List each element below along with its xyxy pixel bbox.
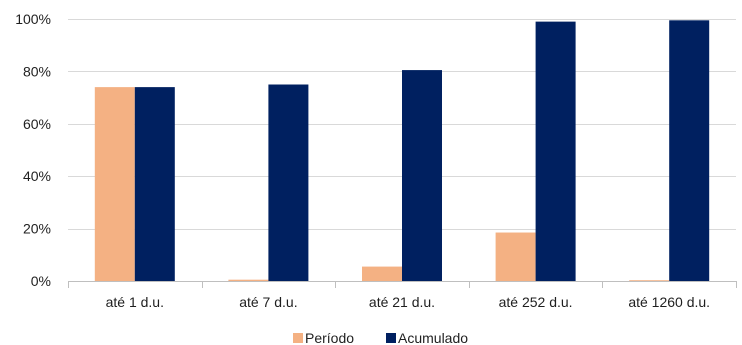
y-tick-label: 100% xyxy=(15,11,51,27)
bar-periodo xyxy=(629,280,670,281)
y-tick-label: 40% xyxy=(23,168,51,184)
x-category-label: até 21 d.u. xyxy=(369,294,435,310)
y-tick-label: 60% xyxy=(23,116,51,132)
bar-periodo xyxy=(495,232,536,281)
bar-acumulado xyxy=(268,84,309,281)
x-category-label: até 7 d.u. xyxy=(239,294,297,310)
bar-periodo xyxy=(362,266,402,281)
legend: Período Acumulado xyxy=(293,330,468,345)
bar-acumulado xyxy=(669,20,710,282)
legend-label: Período xyxy=(305,330,354,345)
y-axis-tick-labels: 0% 20% 40% 60% 80% 100% xyxy=(15,11,51,289)
bar-acumulado xyxy=(535,21,576,282)
legend-swatch xyxy=(293,333,303,343)
bar-acumulado xyxy=(402,70,442,281)
x-category-label: até 1260 d.u. xyxy=(628,294,710,310)
y-tick-label: 80% xyxy=(23,63,51,79)
bar-acumulado xyxy=(134,87,175,282)
bars xyxy=(94,20,710,282)
x-axis-category-labels: até 1 d.u. até 7 d.u. até 21 d.u. até 252 d… xyxy=(106,294,710,310)
bar-periodo xyxy=(228,279,269,281)
legend-swatch xyxy=(386,333,396,343)
legend-label: Acumulado xyxy=(398,330,468,345)
bar-periodo xyxy=(94,87,135,282)
y-tick-label: 20% xyxy=(23,221,51,237)
x-category-label: até 252 d.u. xyxy=(499,294,573,310)
x-category-label: até 1 d.u. xyxy=(106,294,164,310)
y-tick-label: 0% xyxy=(31,273,51,289)
x-axis xyxy=(68,281,737,288)
